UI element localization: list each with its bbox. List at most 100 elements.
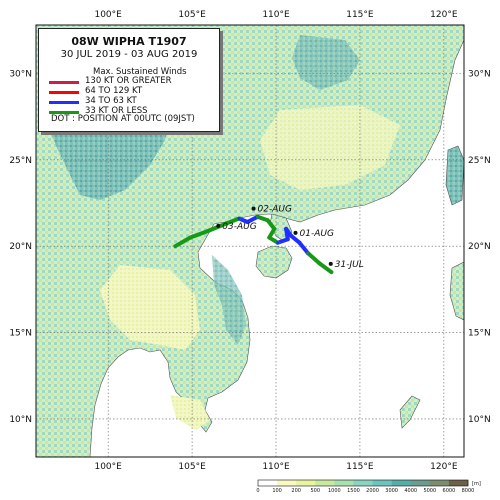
lon-label-bottom: 105°E [178,462,206,472]
colorbar-tick-label: 100 [272,488,282,494]
track-point [329,270,334,274]
colorbar-swatch [277,480,297,486]
lon-label-bottom: 100°E [94,462,122,472]
position-dot [216,223,221,228]
track-point [272,227,276,231]
storm-period: 30 JUL 2019 - 03 AUG 2019 [60,49,198,60]
track-point [188,235,193,240]
colorbar-tick-label: 2000 [366,488,379,494]
track-date-label: 31-JUL [335,260,364,270]
colorbar-tick-label: 4000 [404,488,417,494]
colorbar-tick-label: 1000 [328,488,341,494]
colorbar-tick-label: 0 [256,488,259,494]
legend-panel: 08W WIPHA T1907 30 JUL 2019 - 03 AUG 201… [38,28,220,132]
track-segment [173,235,193,249]
lat-label-left: 25°N [9,156,32,166]
lon-label-top: 120°E [430,10,458,20]
lon-label-top: 100°E [94,10,122,20]
track-point [318,261,322,266]
track-point [245,220,250,224]
track-point [284,227,288,231]
colorbar-swatch [334,480,354,486]
position-dot [328,261,333,266]
lon-label-bottom: 110°E [262,462,290,472]
legend-label-33kt: 33 KT OR LESS [85,106,148,116]
track-point [266,218,270,222]
lowland-southeast-china [260,105,400,190]
elevation-colorbar: 0 100 200 500 1000 1500 2000 3000 4000 5000 6000 80… [256,479,481,494]
track-point [224,222,228,226]
track-date-label: 01-AUG [300,229,334,239]
latitude-labels-right: 30°N 25°N 20°N 15°N 10°N [468,69,491,425]
colorbar-swatch [410,480,431,486]
legend-swatch-33kt [49,111,79,114]
legend-dot-note: DOT : POSITION AT 00UTC (09JST) [51,114,195,124]
palawan-island [399,395,421,429]
colorbar-swatch [296,480,316,486]
track-point [237,216,241,221]
colorbar-swatch [372,480,392,486]
track-point [289,234,293,238]
track-segment [305,251,322,266]
track-date-label: 02-AUG [258,205,292,215]
track-point [255,215,260,219]
colorbar-tick-label: 500 [310,488,320,494]
mekong-delta [170,395,210,430]
colorbar-tick-label: 5000 [423,488,436,494]
legend-swatch-64kt [49,91,79,94]
track-point [297,241,302,245]
colorbar-tick-label: 3000 [385,488,398,494]
luzon-island [449,261,464,321]
colorbar-tick-label: 200 [291,488,301,494]
taiwan-island [445,145,464,206]
legend-swatch-130kt [49,81,79,84]
storm-title: 08W WIPHA T1907 [71,35,187,48]
annamite-range [212,255,246,345]
track-point [267,235,271,240]
lon-label-bottom: 120°E [430,462,458,472]
position-dot [251,206,256,211]
track-segment [317,261,334,275]
colorbar-frame [257,479,469,487]
colorbar-swatch [258,480,278,486]
track-segment [188,228,211,240]
colorbar-tick-label: 1500 [347,488,360,494]
track-point [173,244,177,248]
track-point [207,229,211,233]
legend-label-64kt: 64 TO 129 KT [85,86,143,96]
lon-label-top: 115°E [346,10,374,20]
lat-label-right: 20°N [468,242,491,252]
colorbar-swatch [353,480,373,486]
longitude-labels-bottom: 100°E 105°E 110°E 115°E 120°E [94,462,457,472]
longitude-labels-top: 100°E 105°E 110°E 115°E 120°E [94,10,457,20]
map-frame [35,24,465,458]
lat-label-left: 15°N [9,329,32,339]
legend-swatch-34kt [49,101,79,104]
lat-label-left: 10°N [9,415,32,425]
lon-label-top: 110°E [262,10,290,20]
legend-heading: Max. Sustained Winds [93,67,187,77]
position-dot [293,230,298,235]
latitude-labels-left: 30°N 25°N 20°N 15°N 10°N [9,69,32,425]
colorbar-swatch [448,480,469,486]
colorbar-swatch [315,480,335,486]
lon-label-bottom: 115°E [346,462,374,472]
legend-label-130kt: 130 KT OR GREATER [85,76,172,86]
track-date-label: 03-AUG [222,222,256,232]
typhoon-track [173,214,334,275]
colorbar-unit: [m] [472,481,481,487]
hainan-island [255,245,293,279]
lat-label-left: 20°N [9,242,32,252]
track-point [286,237,290,241]
lon-label-top: 105°E [178,10,206,20]
lat-label-right: 10°N [468,415,491,425]
lat-label-right: 25°N [468,156,491,166]
colorbar-tick-label: 6000 [443,488,456,494]
track-segment [297,240,310,256]
highland-region-east [292,35,360,90]
legend-label-34kt: 34 TO 63 KT [85,96,137,106]
lat-label-right: 30°N [468,69,491,79]
lat-label-right: 15°N [468,329,491,339]
lat-label-left: 30°N [9,69,32,79]
